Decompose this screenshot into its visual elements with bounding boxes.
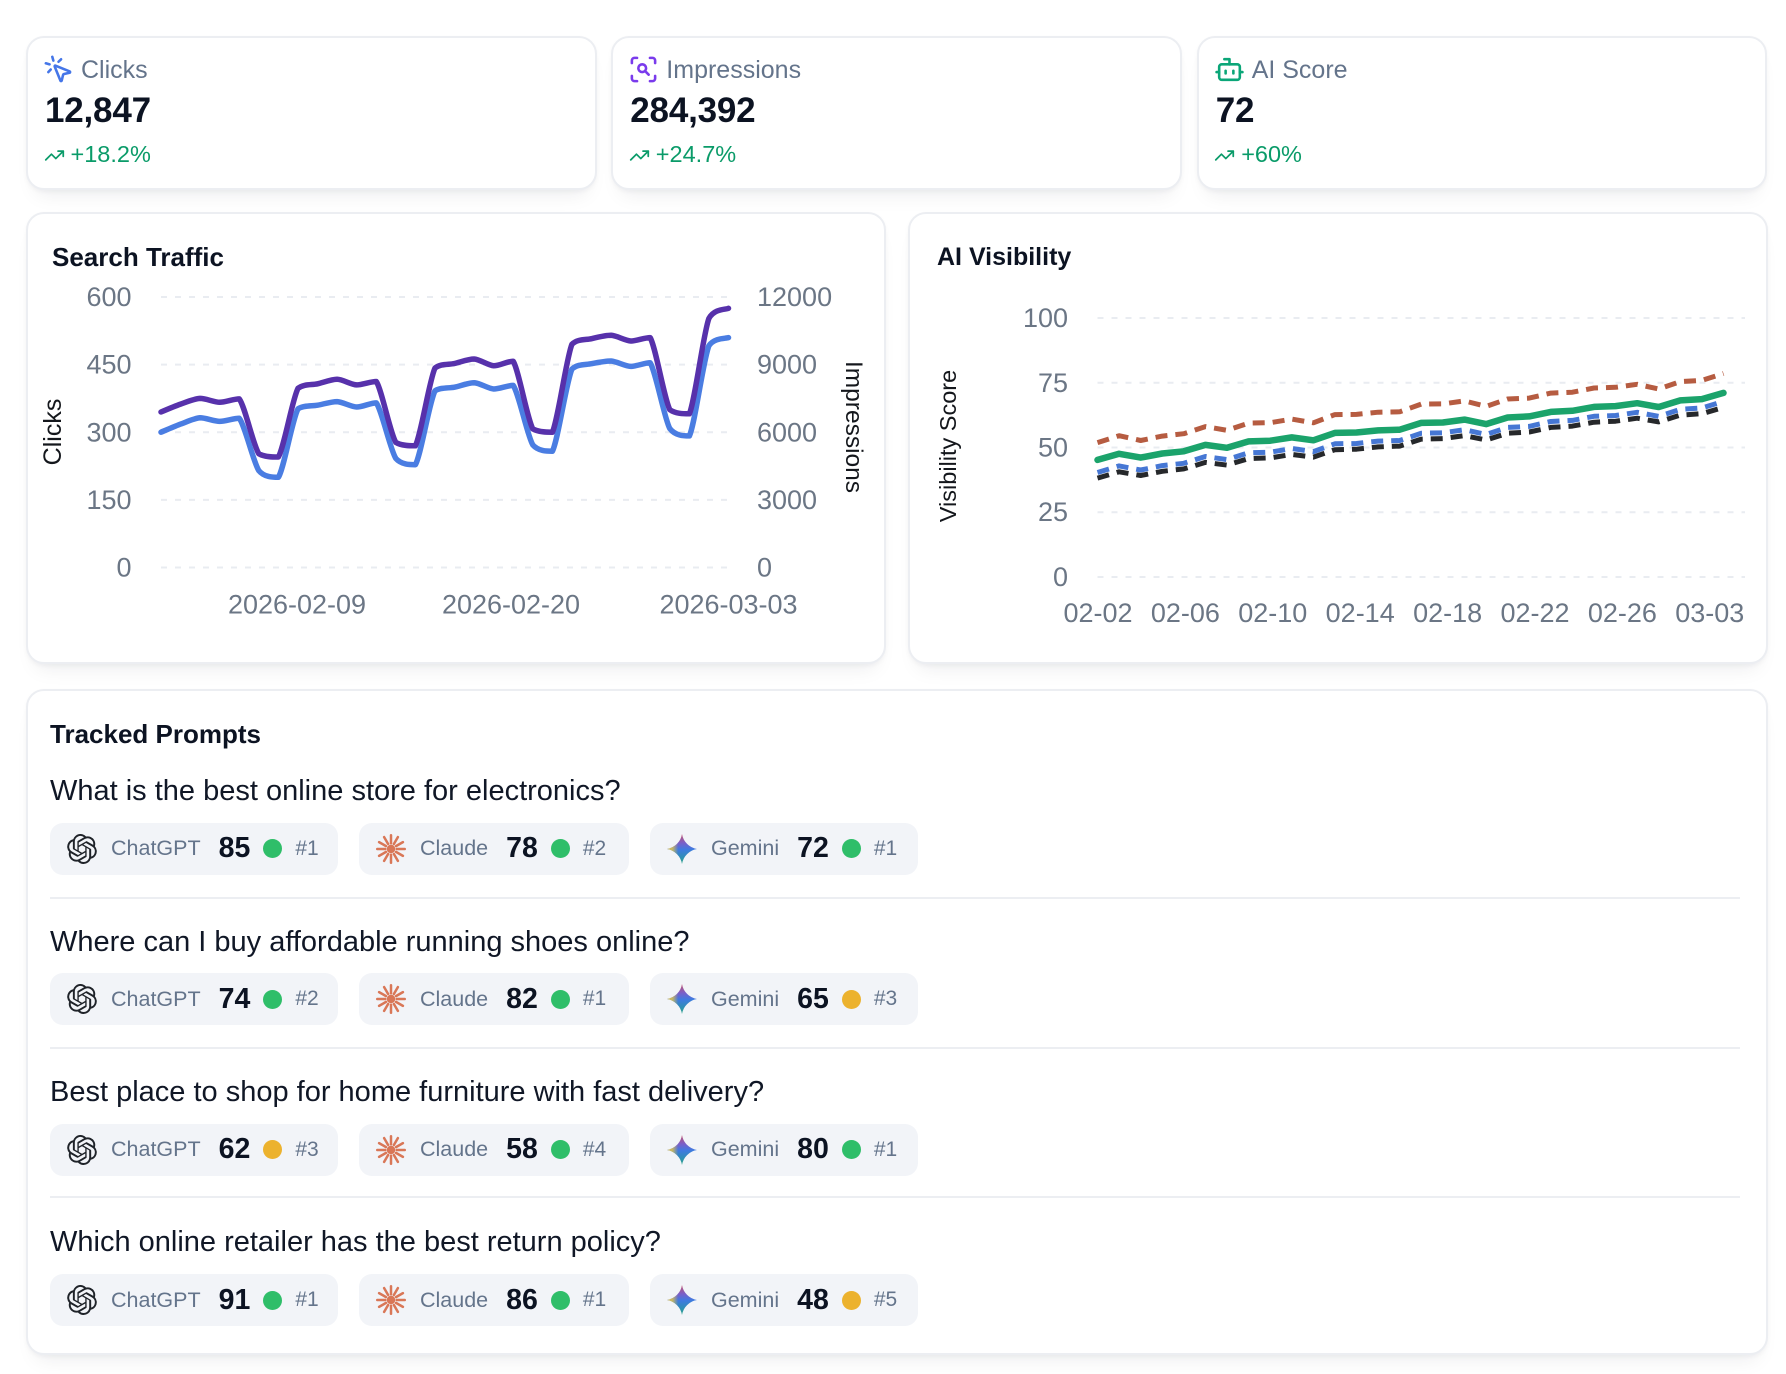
svg-text:9000: 9000 [757, 350, 817, 380]
svg-text:6000: 6000 [757, 417, 817, 447]
svg-text:50: 50 [1038, 433, 1068, 463]
svg-text:Impressions: Impressions [840, 361, 867, 493]
svg-text:0: 0 [1053, 562, 1068, 592]
svg-text:100: 100 [1023, 303, 1068, 333]
svg-text:2026-03-03: 2026-03-03 [659, 590, 797, 620]
svg-text:2026-02-09: 2026-02-09 [228, 590, 366, 620]
svg-text:02-26: 02-26 [1588, 598, 1657, 628]
svg-text:150: 150 [86, 485, 131, 515]
svg-text:300: 300 [86, 417, 131, 447]
svg-text:25: 25 [1038, 497, 1068, 527]
svg-text:Visibility Score: Visibility Score [935, 370, 961, 522]
svg-text:02-22: 02-22 [1500, 598, 1569, 628]
svg-text:02-14: 02-14 [1326, 598, 1395, 628]
svg-text:Clicks: Clicks [39, 399, 67, 466]
svg-text:02-18: 02-18 [1413, 598, 1482, 628]
svg-text:0: 0 [116, 553, 131, 583]
svg-text:0: 0 [757, 553, 772, 583]
svg-text:2026-02-20: 2026-02-20 [442, 590, 580, 620]
svg-text:75: 75 [1038, 368, 1068, 398]
svg-text:450: 450 [86, 350, 131, 380]
svg-text:03-03: 03-03 [1675, 598, 1744, 628]
svg-text:02-06: 02-06 [1151, 598, 1220, 628]
svg-text:02-02: 02-02 [1063, 598, 1132, 628]
svg-text:02-10: 02-10 [1238, 598, 1307, 628]
svg-text:3000: 3000 [757, 485, 817, 515]
svg-text:12000: 12000 [757, 282, 832, 312]
svg-text:600: 600 [86, 282, 131, 312]
